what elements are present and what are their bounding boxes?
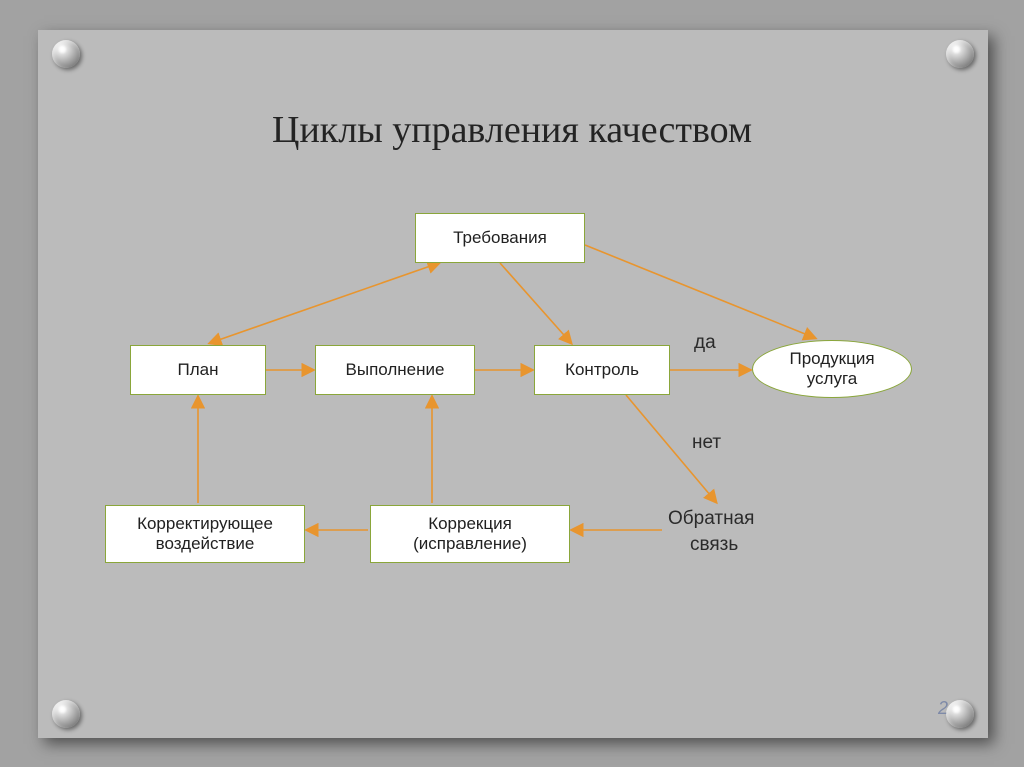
page-number: 2	[938, 698, 948, 719]
node-corrB: Коррекция(исправление)	[370, 505, 570, 563]
corner-pin-0	[52, 40, 80, 68]
node-req: Требования	[415, 213, 585, 263]
node-corrA: Корректирующеевоздействие	[105, 505, 305, 563]
slide-title: Циклы управления качеством	[0, 108, 1024, 152]
label-no: нет	[692, 432, 721, 454]
label-yes: да	[694, 332, 716, 354]
label-fb2: связь	[690, 534, 738, 556]
node-plan: План	[130, 345, 266, 395]
presentation-stage: Циклы управления качеством Требования План…	[0, 0, 1024, 767]
corner-pin-1	[946, 40, 974, 68]
corner-pin-3	[946, 700, 974, 728]
corner-pin-2	[52, 700, 80, 728]
node-exec: Выполнение	[315, 345, 475, 395]
label-fb1: Обратная	[668, 508, 754, 530]
node-prod: Продукцияуслуга	[752, 340, 912, 398]
node-ctrl: Контроль	[534, 345, 670, 395]
